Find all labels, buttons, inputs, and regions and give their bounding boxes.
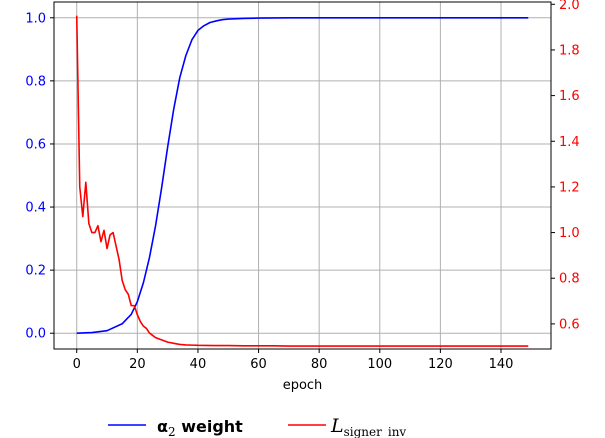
x-tick-label: 40 (190, 357, 207, 372)
right-y-tick-label: 1.6 (559, 89, 580, 104)
x-tick-label: 140 (489, 357, 514, 372)
legend-label-subscript: signer_inv (344, 425, 407, 438)
legend-label-2: Lsigner_inv (330, 415, 406, 438)
series-lines (75, 15, 529, 347)
right-y-tick-label: 1.4 (559, 135, 580, 150)
right-y-tick-label: 2.0 (559, 0, 580, 13)
legend-label-subscript: 2 (168, 425, 176, 438)
series-line-1 (76, 16, 529, 335)
right-y-tick-label: 1.0 (559, 226, 580, 241)
x-tick-label: 100 (367, 357, 392, 372)
legend-label-rest: weight (176, 417, 244, 436)
x-tick-label: 120 (428, 357, 453, 372)
left-y-tick-label: 0.6 (25, 137, 46, 152)
x-tick-label: 0 (73, 357, 81, 372)
legend-label-main: L (330, 415, 344, 437)
left-y-tick-label: 1.0 (25, 11, 46, 26)
x-tick-label: 20 (129, 357, 146, 372)
left-y-tick-label: 0.8 (25, 74, 46, 89)
right-y-tick-label: 1.2 (559, 180, 580, 195)
left-y-tick-label: 0.4 (25, 201, 46, 216)
left-y-tick-label: 0.2 (25, 264, 46, 279)
x-tick-label: 60 (250, 357, 267, 372)
left-y-tick-label: 0.0 (25, 327, 46, 342)
left-y-axis-ticks: 0.0 0.2 0.4 0.6 0.8 1.0 (25, 11, 54, 342)
right-y-axis-ticks: 0.6 0.8 1.0 1.2 1.4 1.6 1.8 2.0 (551, 0, 580, 332)
plot-frame (53, 1, 552, 350)
x-tick-label: 80 (311, 357, 328, 372)
right-y-tick-label: 0.8 (559, 272, 580, 287)
series-line-2 (75, 15, 529, 347)
legend-label-main: α (157, 417, 168, 436)
right-y-tick-label: 0.6 (559, 317, 580, 332)
right-y-tick-label: 1.8 (559, 43, 580, 58)
legend: α2 weight Lsigner_inv (108, 415, 406, 438)
x-axis-ticks: 0 20 40 60 80 100 120 140 (73, 349, 514, 372)
x-axis-label: epoch (283, 378, 323, 393)
legend-label-1: α2 weight (157, 417, 243, 438)
